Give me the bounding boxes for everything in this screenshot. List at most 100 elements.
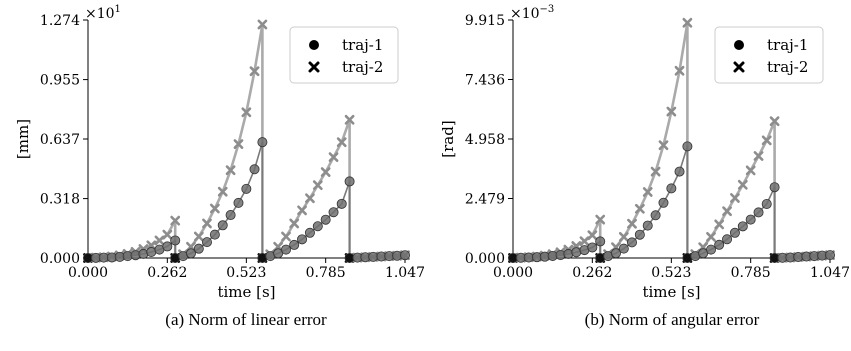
series-traj-2-point <box>722 206 732 217</box>
panel-linear-error: 0.000 0.262 0.523 0.785 1.047 0.000 0.318 0.637… <box>14 4 425 329</box>
series-traj-2-point <box>217 186 228 197</box>
y-tick-label: 0.955 <box>40 73 80 89</box>
y-tick-label: 1.274 <box>40 13 80 29</box>
series-traj-1-point <box>209 229 220 240</box>
series-traj-2-point <box>706 231 716 242</box>
series-traj-1-point <box>233 197 244 208</box>
series-traj-1-point <box>281 244 292 255</box>
series-traj-2-point <box>162 229 173 240</box>
x-axis-label: time [s] <box>642 283 700 301</box>
series-traj-2-point <box>658 140 669 151</box>
y-tick-label: 9.915 <box>465 13 505 29</box>
x-axis-label: time [s] <box>217 283 275 301</box>
y-tick-label: 7.436 <box>465 73 505 89</box>
series-traj-2-point <box>666 106 677 117</box>
y-tick-label: 0.000 <box>40 251 80 267</box>
series-traj-1-point <box>344 176 355 187</box>
series-traj-2-point <box>674 65 685 76</box>
series-traj-1-point <box>753 207 764 218</box>
series-traj-1-point <box>642 220 653 231</box>
series-traj-1-point <box>336 198 347 209</box>
x-tick-label: 0.523 <box>651 265 691 281</box>
series-traj-2-point <box>312 180 323 191</box>
series-traj-2-point <box>336 137 347 148</box>
legend-traj-2-marker <box>733 61 745 73</box>
legend-traj-2-marker <box>308 61 320 73</box>
series-traj-2-point <box>730 193 740 203</box>
series-traj-1-point <box>257 137 268 148</box>
series-traj-1-point <box>618 243 629 254</box>
panel-caption: (a) Norm of linear error <box>165 310 327 329</box>
series-traj-1-point <box>249 164 260 175</box>
y-tick-label: 2.479 <box>465 191 505 207</box>
series-traj-2-point <box>627 218 637 229</box>
series-traj-1-point <box>225 210 236 221</box>
series-traj-2-point <box>209 203 220 214</box>
series-traj-1-point <box>761 198 772 209</box>
series-traj-1-point <box>706 244 717 255</box>
series-traj-2-point <box>233 139 244 149</box>
y-tick-label: 4.958 <box>465 132 505 148</box>
series-traj-1-point <box>610 248 621 259</box>
series-traj-1-point <box>217 220 228 231</box>
series-traj-2-point <box>328 152 339 163</box>
legend-traj-1-label: traj-1 <box>342 36 383 54</box>
series-traj-2-point <box>769 116 780 127</box>
series-traj-1-point <box>201 237 212 248</box>
x-tick-label: 1.047 <box>810 265 850 281</box>
legend-traj-1-marker <box>734 40 744 50</box>
multiplier-exponent: 1 <box>115 4 121 15</box>
y-tick-label: 0.637 <box>40 132 80 148</box>
multiplier-base: ×10 <box>85 6 115 22</box>
series-traj-1-point <box>674 166 685 177</box>
panel-angular-error: 0.000 0.262 0.523 0.785 1.047 0.000 2.479 4.958… <box>439 4 850 329</box>
series-traj-1-point <box>328 207 339 218</box>
series-traj-2-point <box>305 193 315 204</box>
series-traj-1-point <box>825 250 836 261</box>
series-traj-1-point <box>399 250 410 261</box>
series-traj-1-point <box>666 183 677 194</box>
legend-traj-1-label: traj-1 <box>767 36 808 54</box>
series-traj-1-point <box>634 229 645 240</box>
axis-multiplier: ×10−3 <box>510 4 554 22</box>
series-traj-1-point <box>587 242 598 253</box>
series-traj-1-point <box>571 247 582 258</box>
series-traj-1-point <box>193 243 204 254</box>
series-traj-2-point <box>241 107 252 118</box>
x-tick-label: 0.000 <box>493 265 533 281</box>
x-tick-label: 0.785 <box>306 265 346 281</box>
series-traj-2-point <box>202 218 212 229</box>
x-tick-label: 0.523 <box>226 265 266 281</box>
series-traj-2-point <box>154 235 165 246</box>
series-traj-2-point <box>225 165 236 176</box>
x-tick-label: 0.262 <box>572 265 612 281</box>
series-traj-2-point <box>650 166 661 177</box>
series-traj-1-point <box>162 241 173 252</box>
axis-multiplier: ×101 <box>85 4 121 22</box>
series-traj-1-point <box>714 239 725 250</box>
y-tick-label: 0.318 <box>40 192 80 208</box>
series-traj-2-point <box>745 165 756 176</box>
series-traj-2-point <box>170 215 181 226</box>
series-traj-1-point <box>289 239 300 250</box>
series-traj-2-point <box>297 205 307 216</box>
series-traj-1-point <box>312 221 323 232</box>
series-traj-2-point <box>634 203 645 214</box>
series-traj-1-point <box>729 227 740 238</box>
series-traj-1-point <box>722 234 733 245</box>
series-traj-1-line <box>512 145 831 259</box>
legend-traj-1-marker <box>309 40 319 50</box>
panel-caption: (b) Norm of angular error <box>585 310 760 329</box>
x-tick-label: 0.000 <box>68 265 108 281</box>
series-traj-2-point <box>257 19 268 30</box>
y-tick-label: 0.000 <box>465 251 505 267</box>
y-axis-label: [rad] <box>439 120 457 157</box>
series-traj-1-point <box>650 210 661 221</box>
series-traj-2-point <box>281 231 291 242</box>
series-traj-2-point <box>193 231 204 242</box>
series-traj-2-point <box>587 230 598 241</box>
series-traj-2-point <box>344 114 355 125</box>
series-traj-1-point <box>626 237 637 248</box>
x-tick-label: 0.785 <box>731 265 771 281</box>
